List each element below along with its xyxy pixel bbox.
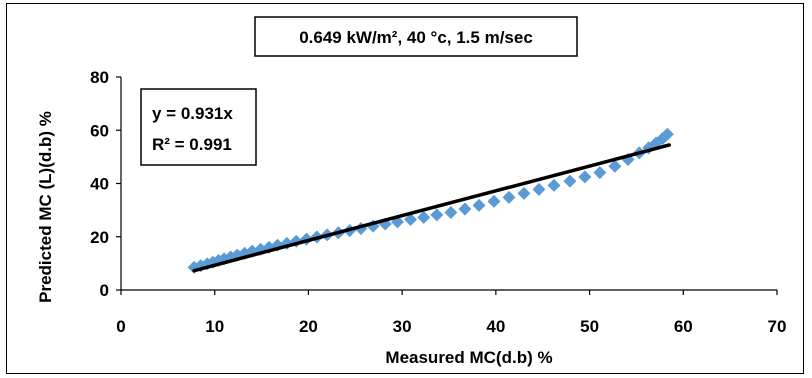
data-point: [430, 208, 444, 222]
data-point: [472, 198, 486, 212]
y-axis-title: Predicted MC (L)(d.b) %: [36, 111, 55, 303]
x-tick-label: 40: [486, 317, 505, 336]
x-tick-label: 10: [205, 317, 224, 336]
scatter-chart: 0.649 kW/m², 40 °c, 1.5 m/sec 0 10 20 30 40 5…: [36, 16, 786, 367]
r-squared-text: R² = 0.991: [152, 135, 232, 154]
y-tick-label: 20: [90, 228, 109, 247]
y-tick-label: 40: [90, 175, 109, 194]
data-point: [404, 212, 418, 226]
data-point: [444, 206, 458, 220]
x-tick-label: 20: [299, 317, 318, 336]
x-tick-label: 50: [580, 317, 599, 336]
y-tick-label: 60: [90, 121, 109, 140]
data-point: [608, 159, 622, 173]
equation-text: y = 0.931x: [152, 104, 233, 123]
y-tick-label: 0: [100, 281, 109, 300]
x-tick-label: 30: [393, 317, 412, 336]
x-axis-title: Measured MC(d.b) %: [385, 348, 552, 367]
chart-frame: 0.649 kW/m², 40 °c, 1.5 m/sec 0 10 20 30 40 5…: [6, 3, 804, 374]
data-point: [593, 166, 607, 180]
x-tick-label: 60: [674, 317, 693, 336]
x-tick-label: 70: [768, 317, 787, 336]
plot-area: 0 10 20 30 40 50 60 70 0 20 40 60 80: [90, 68, 786, 336]
data-point: [517, 186, 531, 200]
data-point: [487, 194, 501, 208]
trendline: [192, 143, 671, 273]
data-point: [563, 174, 577, 188]
data-point: [532, 182, 546, 196]
data-point: [547, 178, 561, 192]
data-point: [458, 202, 472, 216]
data-point: [502, 190, 516, 204]
data-point: [417, 210, 431, 224]
x-tick-label: 0: [116, 317, 125, 336]
data-point: [578, 170, 592, 184]
y-tick-label: 80: [90, 68, 109, 87]
chart-title-box: 0.649 kW/m², 40 °c, 1.5 m/sec: [254, 16, 578, 57]
equation-box: y = 0.931x R² = 0.991: [140, 88, 257, 166]
chart-title: 0.649 kW/m², 40 °c, 1.5 m/sec: [299, 28, 533, 47]
